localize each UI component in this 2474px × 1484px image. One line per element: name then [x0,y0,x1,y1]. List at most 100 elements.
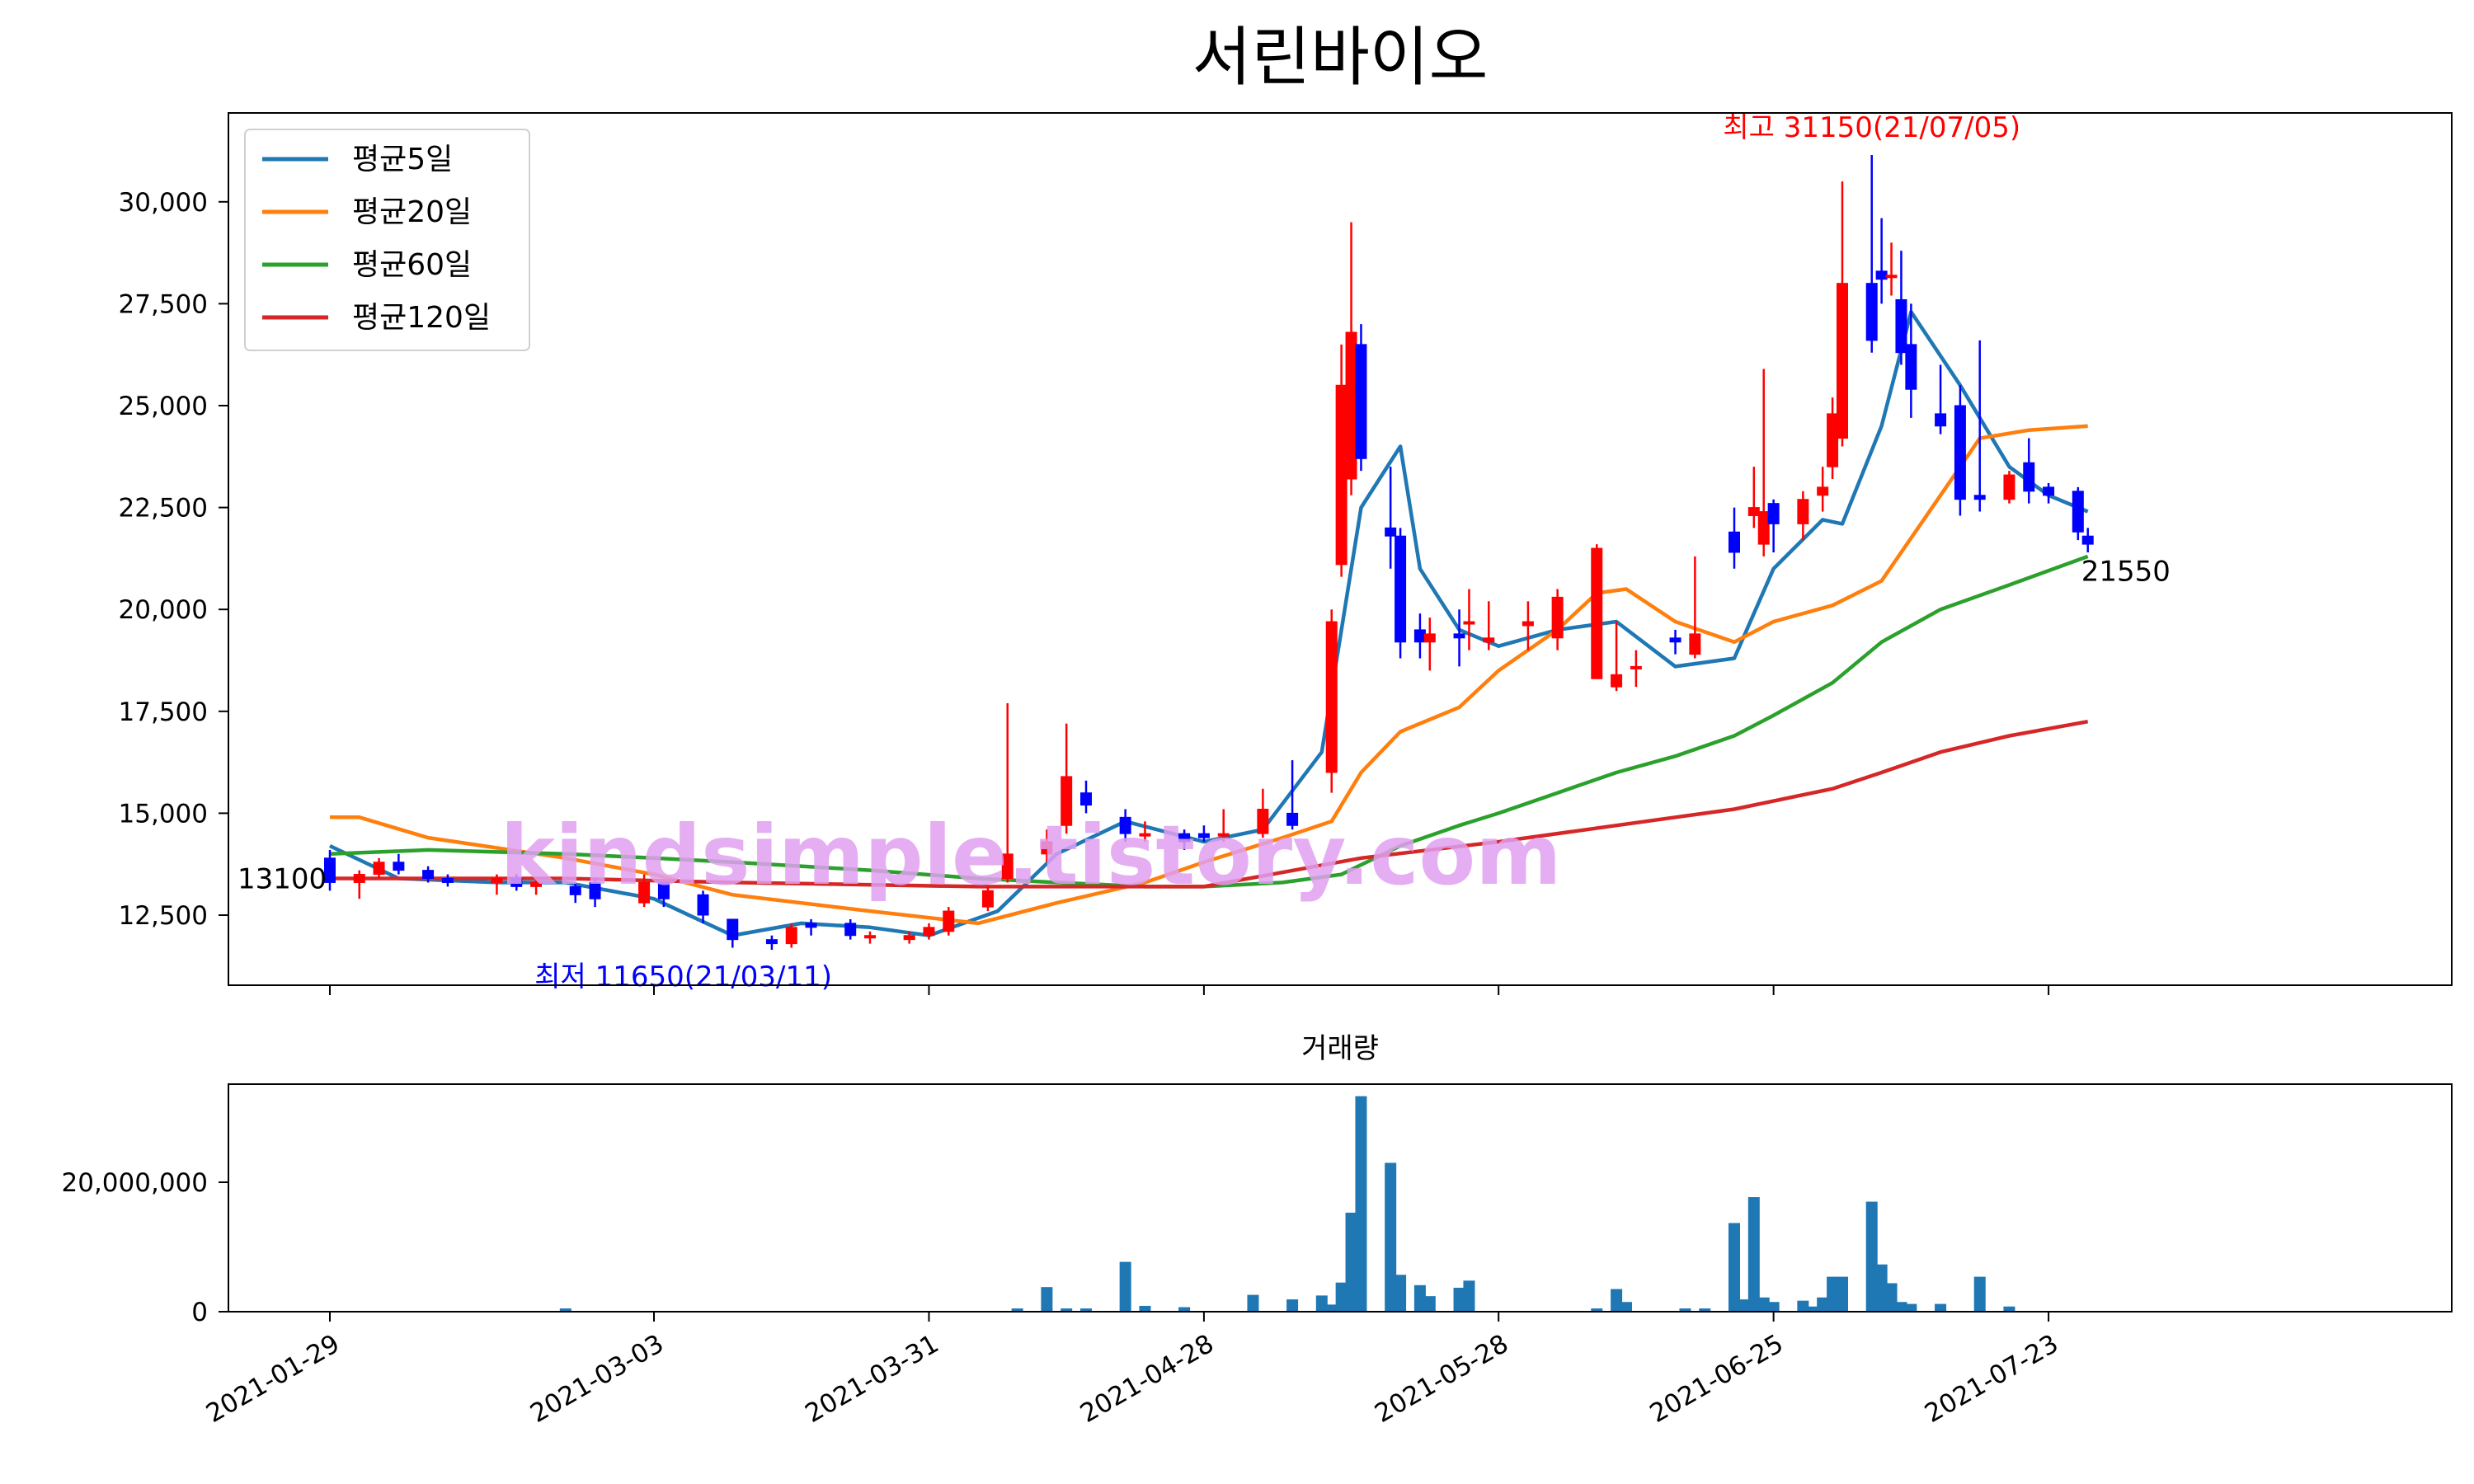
legend-label: 평균20일 [352,195,472,229]
candle-body [491,878,503,883]
candle-body [1522,621,1534,627]
annotation-label: 13100 [238,862,327,895]
volume-bar [1679,1308,1691,1312]
volume-bar [1895,1302,1907,1312]
candle-body [785,927,797,945]
price-plot: 최고 31150(21/07/05) 최저 11650(21/03/11) 1310… [119,111,2453,995]
candle-body [1729,531,1740,553]
volume-bar [1325,1304,1338,1312]
volume-bar [1699,1308,1711,1312]
candle-body [1669,637,1681,643]
volume-bar [1729,1223,1740,1312]
ma-line [329,554,2089,889]
candle-body [1119,816,1131,834]
legend-label: 평균120일 [352,301,491,335]
candle-body [1797,499,1809,524]
candle-body [1217,833,1230,837]
candle-body [441,878,454,883]
price-y-axis: 12,500 15,000 17,500 20,000 22,500 25,000 27,5… [119,188,228,931]
candle-body [422,870,435,880]
volume-bar [1247,1294,1259,1312]
y-tick-label: 27,500 [119,289,208,319]
candle-body [1747,507,1760,516]
candle-body [2023,462,2035,492]
volume-bar [1315,1295,1328,1312]
candle-body [1827,413,1839,467]
candle-body [1551,596,1564,639]
candle-body [923,927,935,937]
candle-body [1041,841,1053,855]
annotation-label: 최저 11650(21/03/11) [534,960,832,993]
volume-bar [1286,1299,1299,1312]
volume-bar [1463,1280,1475,1312]
volume-bar [1905,1303,1917,1312]
candle-body [1139,833,1151,837]
volume-bar [1345,1212,1357,1312]
candle-body [657,881,670,899]
candlesticks [324,154,2094,951]
price-x-axis [329,985,2050,995]
candle-body [1061,776,1073,826]
volume-bar [1865,1201,1878,1312]
candle-body [510,878,523,887]
candle-body [1767,503,1780,524]
volume-y-axis: 0 20,000,000 [62,1168,228,1327]
volume-bar [1935,1303,1947,1312]
annotation-label: 21550 [2081,556,2171,589]
candle-body [1423,633,1436,643]
candle-body [1689,633,1701,655]
legend-label: 평균5일 [352,143,453,176]
candle-body [1345,331,1357,480]
candle-body [1611,674,1623,688]
y-tick-label: 15,000 [119,799,208,829]
price-plot-frame [228,112,2453,986]
candle-body [1630,665,1642,669]
volume-bar [1041,1287,1053,1312]
ma-line [329,310,2089,937]
y-tick-label: 17,500 [119,697,208,727]
volume-bar [1591,1308,1603,1312]
candle-body [1895,298,1907,354]
candle-body [1483,637,1495,643]
candle-body [638,881,651,904]
volume-bar [1423,1296,1436,1312]
candle-body [589,881,601,899]
candle-body [569,885,581,895]
volume-bar [1767,1302,1780,1312]
volume-bar [1817,1297,1829,1312]
volume-bar [1757,1297,1770,1312]
candle-body [1837,283,1848,439]
ma-line [330,424,2088,926]
candle-body [1935,413,1947,427]
volume-bar [1797,1300,1809,1312]
candle-body [1413,629,1426,643]
volume-bar [1385,1162,1397,1312]
candle-body [903,935,915,941]
y-tick-label: 20,000 [119,595,208,625]
candle-body [1355,344,1367,459]
volume-bar [1355,1096,1367,1312]
volume-bar [2003,1306,2015,1312]
volume-bar [1413,1284,1426,1312]
legend-label: 평균60일 [352,248,472,282]
y-tick-label: 22,500 [119,494,208,524]
candle-body [373,862,385,876]
candle-body [844,923,857,937]
volume-bar [1807,1306,1819,1312]
volume-bar [1875,1264,1888,1312]
volume-y-tick-label: 20,000,000 [62,1168,209,1198]
candle-body [324,857,336,883]
candle-body [1080,792,1092,806]
candle-body [1973,495,1986,500]
candle-body [1757,511,1770,545]
chart-title: 서린바이오 [1192,21,1489,95]
volume-bar [1061,1308,1073,1312]
candle-body [943,910,955,932]
candle-body [805,923,817,928]
candle-body [1905,344,1917,390]
volume-plot-frame [228,1083,2453,1313]
volume-bar [1747,1197,1760,1312]
volume-bar [1453,1287,1465,1312]
